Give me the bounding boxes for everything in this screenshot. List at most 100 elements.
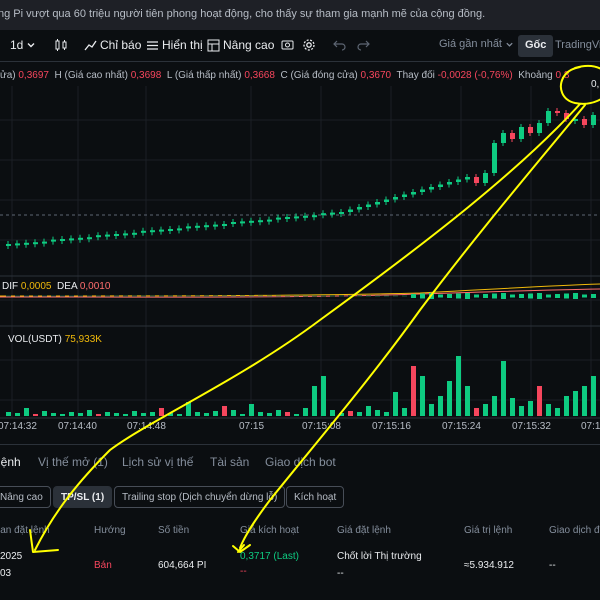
candle bbox=[321, 213, 326, 216]
close-label: C (Giá đóng cửa) bbox=[280, 70, 358, 81]
interval-select[interactable]: 1d bbox=[10, 38, 36, 52]
time-label: 07:15 bbox=[239, 421, 265, 432]
macd-bar bbox=[6, 295, 11, 297]
volume-bar bbox=[15, 413, 20, 416]
tradingview-label: TradingView bbox=[555, 39, 600, 51]
redo-icon bbox=[357, 40, 370, 51]
candle bbox=[384, 199, 389, 202]
display-button[interactable]: Hiển thị bbox=[146, 38, 203, 52]
candle bbox=[474, 177, 479, 183]
candle bbox=[411, 192, 416, 195]
candle bbox=[195, 225, 200, 228]
price-fragment: 0, bbox=[591, 79, 600, 90]
filter-trigger[interactable]: Kích hoạt bbox=[286, 486, 345, 508]
macd-bar bbox=[150, 295, 155, 297]
macd-bar bbox=[591, 294, 596, 298]
macd-bar bbox=[132, 295, 137, 297]
candle bbox=[465, 177, 470, 180]
volume-bar bbox=[339, 413, 344, 416]
time-label: 07:15:32 bbox=[512, 421, 551, 432]
macd-bar bbox=[546, 294, 551, 298]
time-label: 07:15 bbox=[581, 421, 600, 432]
candle bbox=[348, 209, 353, 212]
candlestick-chart[interactable] bbox=[0, 62, 600, 442]
volume-bar bbox=[528, 401, 533, 416]
candle-type-button[interactable] bbox=[54, 38, 68, 52]
price-type-label: Giá gần nhất bbox=[439, 38, 502, 50]
volume-bar bbox=[51, 413, 56, 416]
macd-bar bbox=[258, 295, 263, 297]
undo-button[interactable] bbox=[333, 38, 346, 51]
tab-orders[interactable]: lệnh bbox=[0, 455, 21, 469]
volume-bar bbox=[168, 413, 173, 416]
macd-bar bbox=[276, 295, 281, 297]
macd-bar bbox=[447, 294, 452, 298]
volume-bar bbox=[150, 412, 155, 416]
layout-icon bbox=[207, 39, 220, 51]
macd-bar bbox=[51, 295, 56, 297]
candle bbox=[78, 237, 83, 240]
volume-bar bbox=[213, 411, 218, 416]
tab-open-positions[interactable]: Vị thế mở (1) bbox=[38, 455, 108, 469]
volume-bar bbox=[204, 413, 209, 416]
dif-label: DIF bbox=[2, 281, 19, 292]
volume-bar bbox=[447, 381, 452, 416]
macd-bar bbox=[60, 295, 65, 297]
macd-bar bbox=[393, 295, 398, 297]
volume-bar bbox=[33, 414, 38, 416]
redo-button[interactable] bbox=[357, 38, 370, 51]
tab-tradingview[interactable]: TradingView bbox=[548, 35, 600, 57]
candle bbox=[105, 234, 110, 237]
candle bbox=[87, 237, 92, 240]
volume-bar bbox=[276, 410, 281, 416]
volume-bar bbox=[96, 414, 101, 416]
macd-bar bbox=[105, 295, 110, 297]
candle bbox=[141, 230, 146, 233]
price-type-select[interactable]: Giá gần nhất bbox=[439, 38, 514, 50]
volume-bar bbox=[474, 408, 479, 416]
volume-bar bbox=[357, 412, 362, 416]
time-label: 07:14:48 bbox=[127, 421, 166, 432]
macd-bar bbox=[438, 294, 443, 298]
volume-bar bbox=[186, 402, 191, 416]
column-header-trigger-price: Giá kích hoạt bbox=[240, 525, 299, 536]
tab-assets[interactable]: Tài sản bbox=[210, 455, 250, 469]
chart-toolbar: 1d Chỉ báo Hiển thị Nâng cao Giá gần nhấ… bbox=[0, 30, 600, 62]
camera-icon bbox=[281, 40, 294, 50]
candle bbox=[177, 228, 182, 231]
candle bbox=[591, 115, 596, 125]
candle bbox=[240, 221, 245, 224]
announcement-banner[interactable]: ng Pi vượt qua 60 triệu người tiên phong… bbox=[0, 0, 600, 30]
macd-bar bbox=[285, 295, 290, 297]
candle bbox=[249, 220, 254, 223]
tab-original[interactable]: Gốc bbox=[518, 35, 554, 57]
volume-bar bbox=[465, 386, 470, 416]
volume-bar bbox=[231, 410, 236, 416]
filter-trailing-stop[interactable]: Trailing stop (Dịch chuyển dừng lỗ) bbox=[114, 486, 286, 508]
macd-bar bbox=[510, 294, 515, 298]
filter-tpsl[interactable]: TP/SL (1) bbox=[53, 486, 113, 508]
volume-bar bbox=[456, 356, 461, 416]
macd-bar bbox=[348, 295, 353, 297]
row-trigger-price: 0,3717 (Last) bbox=[240, 551, 299, 562]
volume-bar bbox=[87, 410, 92, 416]
volume-bar bbox=[267, 413, 272, 416]
volume-bar bbox=[159, 408, 164, 416]
volume-bar bbox=[78, 413, 83, 416]
macd-bar bbox=[330, 295, 335, 297]
volume-bar bbox=[24, 408, 29, 416]
volume-bar bbox=[294, 414, 299, 416]
volume-bar bbox=[348, 411, 353, 416]
screenshot-button[interactable] bbox=[281, 38, 294, 51]
indicators-button[interactable]: Chỉ báo bbox=[84, 38, 141, 52]
volume-bar bbox=[384, 412, 389, 416]
settings-button[interactable] bbox=[302, 38, 316, 52]
candle bbox=[276, 217, 281, 220]
macd-bar bbox=[240, 295, 245, 297]
display-label: Hiển thị bbox=[162, 38, 203, 52]
tab-bot-trading[interactable]: Giao dịch bot bbox=[265, 455, 336, 469]
advanced-button[interactable]: Nâng cao bbox=[207, 38, 274, 52]
volume-bar bbox=[492, 396, 497, 416]
filter-advanced[interactable]: Nâng cao bbox=[0, 486, 51, 508]
tab-position-history[interactable]: Lịch sử vị thế bbox=[122, 455, 194, 469]
